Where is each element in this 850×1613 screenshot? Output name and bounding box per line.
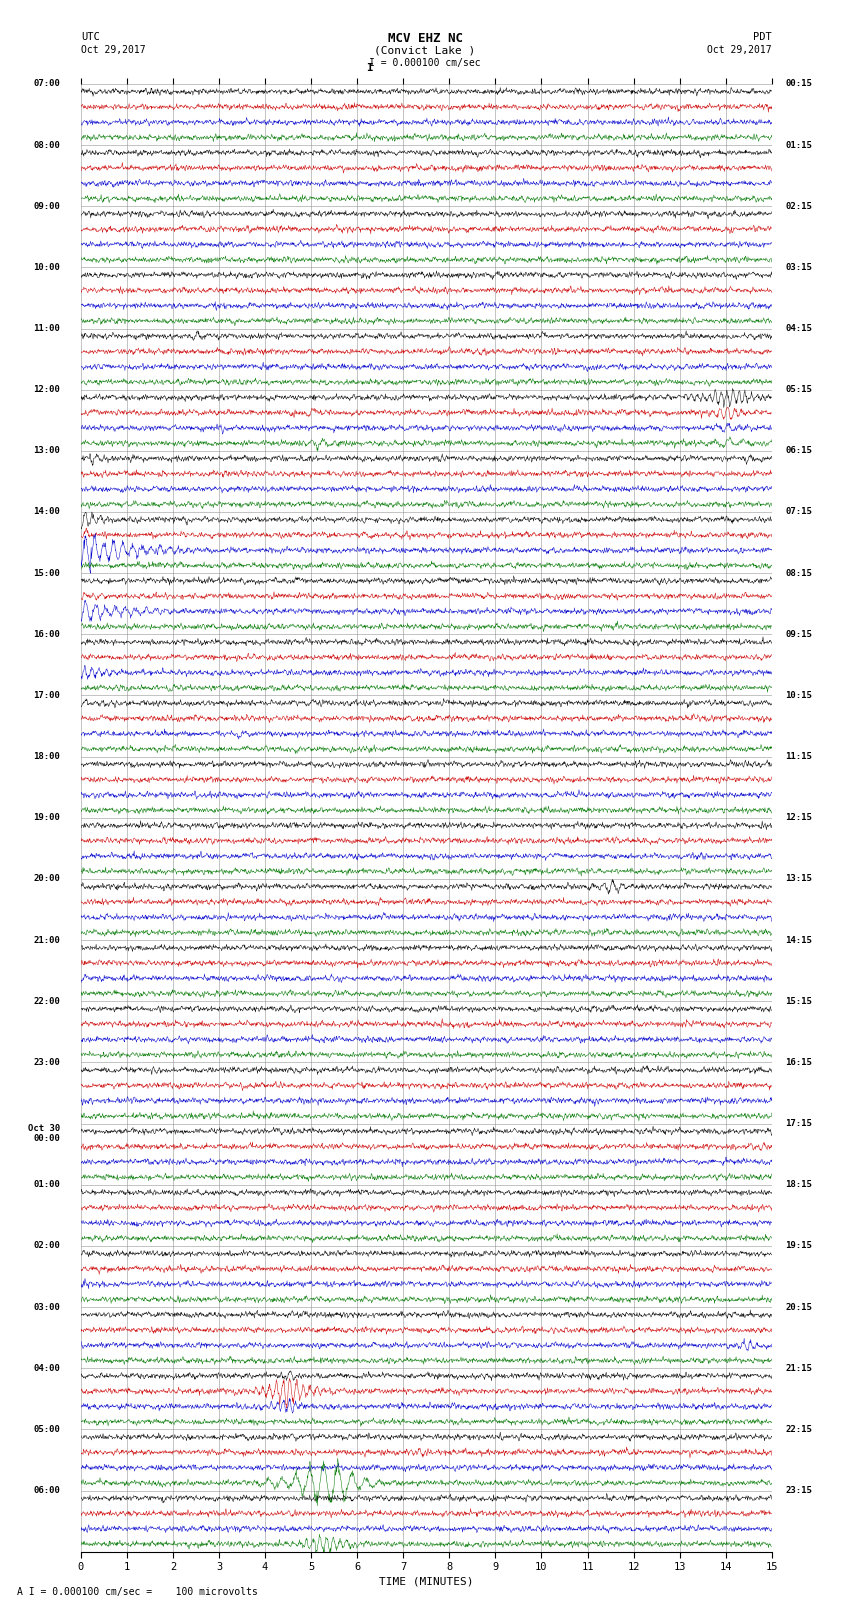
Text: 20:15: 20:15 xyxy=(785,1303,813,1311)
Text: 10:15: 10:15 xyxy=(785,690,813,700)
Text: 08:00: 08:00 xyxy=(33,140,60,150)
Text: 06:15: 06:15 xyxy=(785,447,813,455)
Text: 12:00: 12:00 xyxy=(33,386,60,394)
Text: 23:00: 23:00 xyxy=(33,1058,60,1066)
Text: 07:15: 07:15 xyxy=(785,508,813,516)
Text: I: I xyxy=(366,63,373,73)
Text: UTC: UTC xyxy=(81,32,99,42)
Text: Oct 29,2017: Oct 29,2017 xyxy=(707,45,772,55)
Text: 20:00: 20:00 xyxy=(33,874,60,884)
Text: 00:15: 00:15 xyxy=(785,79,813,89)
Text: A I = 0.000100 cm/sec =    100 microvolts: A I = 0.000100 cm/sec = 100 microvolts xyxy=(17,1587,258,1597)
Text: 18:00: 18:00 xyxy=(33,752,60,761)
Text: 03:15: 03:15 xyxy=(785,263,813,273)
Text: 19:00: 19:00 xyxy=(33,813,60,823)
Text: 14:00: 14:00 xyxy=(33,508,60,516)
Text: 17:15: 17:15 xyxy=(785,1119,813,1127)
Text: 11:00: 11:00 xyxy=(33,324,60,332)
Text: 14:15: 14:15 xyxy=(785,936,813,945)
Text: I = 0.000100 cm/sec: I = 0.000100 cm/sec xyxy=(369,58,481,68)
Text: 05:15: 05:15 xyxy=(785,386,813,394)
Text: 01:00: 01:00 xyxy=(33,1181,60,1189)
Text: 02:00: 02:00 xyxy=(33,1242,60,1250)
Text: 22:15: 22:15 xyxy=(785,1424,813,1434)
Text: 16:15: 16:15 xyxy=(785,1058,813,1066)
Text: 08:15: 08:15 xyxy=(785,569,813,577)
Text: 02:15: 02:15 xyxy=(785,202,813,211)
Text: 09:15: 09:15 xyxy=(785,629,813,639)
Text: 17:00: 17:00 xyxy=(33,690,60,700)
Text: 21:15: 21:15 xyxy=(785,1363,813,1373)
Text: 03:00: 03:00 xyxy=(33,1303,60,1311)
Text: (Convict Lake ): (Convict Lake ) xyxy=(374,45,476,55)
Text: 05:00: 05:00 xyxy=(33,1424,60,1434)
Text: 04:15: 04:15 xyxy=(785,324,813,332)
Text: 09:00: 09:00 xyxy=(33,202,60,211)
Text: 23:15: 23:15 xyxy=(785,1486,813,1495)
Text: 22:00: 22:00 xyxy=(33,997,60,1007)
X-axis label: TIME (MINUTES): TIME (MINUTES) xyxy=(379,1576,473,1586)
Text: 16:00: 16:00 xyxy=(33,629,60,639)
Text: 13:15: 13:15 xyxy=(785,874,813,884)
Text: 10:00: 10:00 xyxy=(33,263,60,273)
Text: 19:15: 19:15 xyxy=(785,1242,813,1250)
Text: 15:00: 15:00 xyxy=(33,569,60,577)
Text: Oct 29,2017: Oct 29,2017 xyxy=(81,45,145,55)
Text: 00:00: 00:00 xyxy=(33,1134,60,1144)
Text: 13:00: 13:00 xyxy=(33,447,60,455)
Text: 06:00: 06:00 xyxy=(33,1486,60,1495)
Text: 21:00: 21:00 xyxy=(33,936,60,945)
Text: 12:15: 12:15 xyxy=(785,813,813,823)
Text: 07:00: 07:00 xyxy=(33,79,60,89)
Text: 01:15: 01:15 xyxy=(785,140,813,150)
Text: Oct 30: Oct 30 xyxy=(28,1124,60,1132)
Text: PDT: PDT xyxy=(753,32,772,42)
Text: 15:15: 15:15 xyxy=(785,997,813,1007)
Text: MCV EHZ NC: MCV EHZ NC xyxy=(388,32,462,45)
Text: 04:00: 04:00 xyxy=(33,1363,60,1373)
Text: 18:15: 18:15 xyxy=(785,1181,813,1189)
Text: 11:15: 11:15 xyxy=(785,752,813,761)
